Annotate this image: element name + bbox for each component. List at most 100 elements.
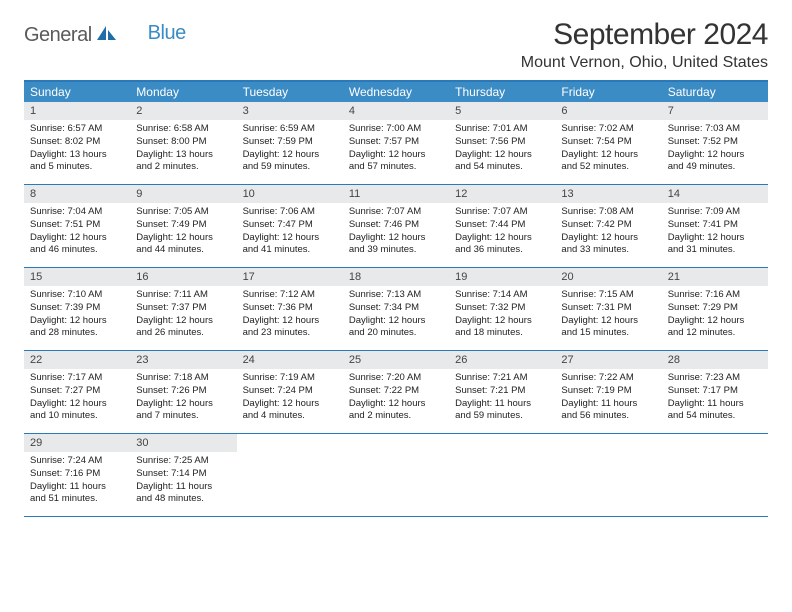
day-body: Sunrise: 7:25 AMSunset: 7:14 PMDaylight:…: [130, 452, 236, 512]
week-row: 8Sunrise: 7:04 AMSunset: 7:51 PMDaylight…: [24, 185, 768, 268]
daylight-text: Daylight: 12 hours and 26 minutes.: [136, 315, 230, 341]
day-body: Sunrise: 7:09 AMSunset: 7:41 PMDaylight:…: [662, 203, 768, 263]
daylight-text: Daylight: 12 hours and 2 minutes.: [349, 398, 443, 424]
sunrise-text: Sunrise: 7:12 AM: [243, 289, 337, 302]
weeks-container: 1Sunrise: 6:57 AMSunset: 8:02 PMDaylight…: [24, 102, 768, 517]
day-cell: 29Sunrise: 7:24 AMSunset: 7:16 PMDayligh…: [24, 434, 130, 516]
sunset-text: Sunset: 7:14 PM: [136, 468, 230, 481]
day-body: Sunrise: 7:17 AMSunset: 7:27 PMDaylight:…: [24, 369, 130, 429]
sunrise-text: Sunrise: 7:22 AM: [561, 372, 655, 385]
day-number: 21: [662, 268, 768, 286]
day-cell: [662, 434, 768, 516]
day-cell: 21Sunrise: 7:16 AMSunset: 7:29 PMDayligh…: [662, 268, 768, 350]
day-body: Sunrise: 7:23 AMSunset: 7:17 PMDaylight:…: [662, 369, 768, 429]
sunset-text: Sunset: 7:24 PM: [243, 385, 337, 398]
sunset-text: Sunset: 7:41 PM: [668, 219, 762, 232]
day-body: Sunrise: 7:00 AMSunset: 7:57 PMDaylight:…: [343, 120, 449, 180]
day-number: 3: [237, 102, 343, 120]
daylight-text: Daylight: 12 hours and 41 minutes.: [243, 232, 337, 258]
day-body: Sunrise: 7:11 AMSunset: 7:37 PMDaylight:…: [130, 286, 236, 346]
page-header: General Blue September 2024 Mount Vernon…: [24, 18, 768, 72]
daylight-text: Daylight: 12 hours and 44 minutes.: [136, 232, 230, 258]
weekday-label: Sunday: [24, 82, 130, 102]
day-cell: 19Sunrise: 7:14 AMSunset: 7:32 PMDayligh…: [449, 268, 555, 350]
day-cell: 14Sunrise: 7:09 AMSunset: 7:41 PMDayligh…: [662, 185, 768, 267]
day-cell: 6Sunrise: 7:02 AMSunset: 7:54 PMDaylight…: [555, 102, 661, 184]
day-number: 27: [555, 351, 661, 369]
sunrise-text: Sunrise: 7:21 AM: [455, 372, 549, 385]
sunset-text: Sunset: 7:54 PM: [561, 136, 655, 149]
day-body: Sunrise: 7:02 AMSunset: 7:54 PMDaylight:…: [555, 120, 661, 180]
day-number: 25: [343, 351, 449, 369]
day-body: Sunrise: 7:04 AMSunset: 7:51 PMDaylight:…: [24, 203, 130, 263]
day-body: Sunrise: 7:19 AMSunset: 7:24 PMDaylight:…: [237, 369, 343, 429]
daylight-text: Daylight: 12 hours and 59 minutes.: [243, 149, 337, 175]
day-body: Sunrise: 7:14 AMSunset: 7:32 PMDaylight:…: [449, 286, 555, 346]
sunset-text: Sunset: 7:49 PM: [136, 219, 230, 232]
day-number: 2: [130, 102, 236, 120]
daylight-text: Daylight: 11 hours and 48 minutes.: [136, 481, 230, 507]
sunset-text: Sunset: 7:42 PM: [561, 219, 655, 232]
day-cell: [555, 434, 661, 516]
day-cell: 20Sunrise: 7:15 AMSunset: 7:31 PMDayligh…: [555, 268, 661, 350]
daylight-text: Daylight: 12 hours and 33 minutes.: [561, 232, 655, 258]
day-cell: [237, 434, 343, 516]
weekday-label: Wednesday: [343, 82, 449, 102]
week-row: 22Sunrise: 7:17 AMSunset: 7:27 PMDayligh…: [24, 351, 768, 434]
brand-logo: General Blue: [24, 18, 186, 47]
sunrise-text: Sunrise: 7:24 AM: [30, 455, 124, 468]
day-body: Sunrise: 7:15 AMSunset: 7:31 PMDaylight:…: [555, 286, 661, 346]
daylight-text: Daylight: 12 hours and 20 minutes.: [349, 315, 443, 341]
day-cell: 2Sunrise: 6:58 AMSunset: 8:00 PMDaylight…: [130, 102, 236, 184]
daylight-text: Daylight: 12 hours and 7 minutes.: [136, 398, 230, 424]
sunrise-text: Sunrise: 7:02 AM: [561, 123, 655, 136]
daylight-text: Daylight: 12 hours and 54 minutes.: [455, 149, 549, 175]
day-number: 22: [24, 351, 130, 369]
title-block: September 2024 Mount Vernon, Ohio, Unite…: [521, 18, 768, 72]
day-cell: [449, 434, 555, 516]
sunset-text: Sunset: 7:27 PM: [30, 385, 124, 398]
daylight-text: Daylight: 12 hours and 31 minutes.: [668, 232, 762, 258]
sunset-text: Sunset: 7:51 PM: [30, 219, 124, 232]
day-cell: 5Sunrise: 7:01 AMSunset: 7:56 PMDaylight…: [449, 102, 555, 184]
day-body: Sunrise: 7:07 AMSunset: 7:46 PMDaylight:…: [343, 203, 449, 263]
month-title: September 2024: [521, 18, 768, 52]
day-cell: 9Sunrise: 7:05 AMSunset: 7:49 PMDaylight…: [130, 185, 236, 267]
sunrise-text: Sunrise: 6:57 AM: [30, 123, 124, 136]
daylight-text: Daylight: 12 hours and 15 minutes.: [561, 315, 655, 341]
sail-icon: [96, 25, 118, 46]
day-number: 12: [449, 185, 555, 203]
day-body: Sunrise: 7:08 AMSunset: 7:42 PMDaylight:…: [555, 203, 661, 263]
day-cell: 22Sunrise: 7:17 AMSunset: 7:27 PMDayligh…: [24, 351, 130, 433]
day-number: 14: [662, 185, 768, 203]
sunrise-text: Sunrise: 7:25 AM: [136, 455, 230, 468]
sunrise-text: Sunrise: 7:13 AM: [349, 289, 443, 302]
daylight-text: Daylight: 12 hours and 12 minutes.: [668, 315, 762, 341]
day-cell: 12Sunrise: 7:07 AMSunset: 7:44 PMDayligh…: [449, 185, 555, 267]
daylight-text: Daylight: 12 hours and 28 minutes.: [30, 315, 124, 341]
day-body: Sunrise: 7:10 AMSunset: 7:39 PMDaylight:…: [24, 286, 130, 346]
sunrise-text: Sunrise: 7:11 AM: [136, 289, 230, 302]
sunset-text: Sunset: 7:39 PM: [30, 302, 124, 315]
day-cell: 26Sunrise: 7:21 AMSunset: 7:21 PMDayligh…: [449, 351, 555, 433]
day-cell: 24Sunrise: 7:19 AMSunset: 7:24 PMDayligh…: [237, 351, 343, 433]
week-row: 15Sunrise: 7:10 AMSunset: 7:39 PMDayligh…: [24, 268, 768, 351]
day-number: 7: [662, 102, 768, 120]
day-cell: 18Sunrise: 7:13 AMSunset: 7:34 PMDayligh…: [343, 268, 449, 350]
day-number: 16: [130, 268, 236, 286]
day-cell: 4Sunrise: 7:00 AMSunset: 7:57 PMDaylight…: [343, 102, 449, 184]
daylight-text: Daylight: 11 hours and 56 minutes.: [561, 398, 655, 424]
sunrise-text: Sunrise: 7:01 AM: [455, 123, 549, 136]
sunrise-text: Sunrise: 7:19 AM: [243, 372, 337, 385]
daylight-text: Daylight: 12 hours and 18 minutes.: [455, 315, 549, 341]
sunrise-text: Sunrise: 7:04 AM: [30, 206, 124, 219]
sunset-text: Sunset: 7:21 PM: [455, 385, 549, 398]
day-body: Sunrise: 7:24 AMSunset: 7:16 PMDaylight:…: [24, 452, 130, 512]
day-body: Sunrise: 7:06 AMSunset: 7:47 PMDaylight:…: [237, 203, 343, 263]
day-body: Sunrise: 7:21 AMSunset: 7:21 PMDaylight:…: [449, 369, 555, 429]
sunrise-text: Sunrise: 7:07 AM: [455, 206, 549, 219]
sunrise-text: Sunrise: 7:18 AM: [136, 372, 230, 385]
weekday-label: Thursday: [449, 82, 555, 102]
sunset-text: Sunset: 7:17 PM: [668, 385, 762, 398]
weekday-label: Friday: [555, 82, 661, 102]
